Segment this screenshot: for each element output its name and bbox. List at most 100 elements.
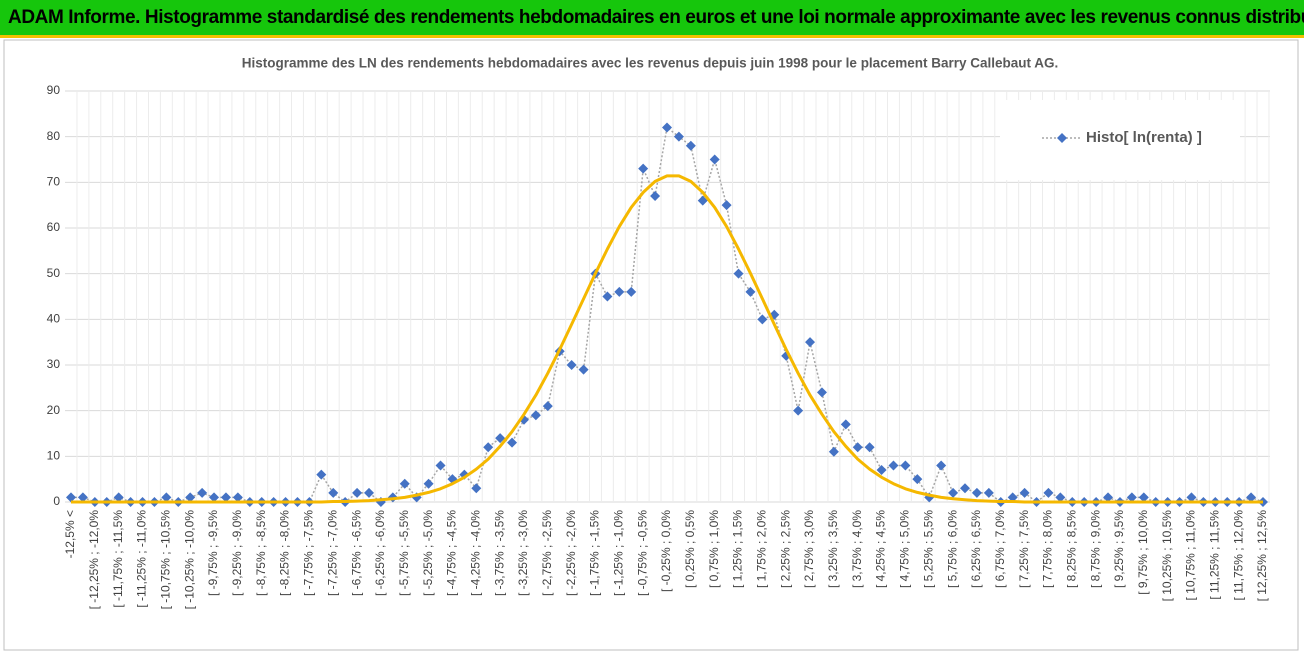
data-point [1138,492,1149,503]
data-point [638,163,649,174]
x-tick-label: [ -1,75% ; -1,5% [588,510,602,596]
data-point [864,442,875,453]
x-tick-label: [ -3,25% ; -3,0% [516,510,530,596]
data-point [435,460,446,471]
data-point [1186,492,1197,503]
x-tick-label: [ 11,25% ; 11,5% [1207,510,1221,600]
x-tick-label: [ 9,25% ; 9,5% [1112,510,1126,588]
x-tick-label: [ -0,75% ; -0,5% [635,510,649,596]
data-point [316,469,327,480]
data-point [852,442,863,453]
data-point [77,492,88,503]
data-point [507,437,518,448]
x-tick-label: [ 9,75% ; 10,0% [1136,510,1150,595]
data-point [566,360,577,370]
x-tick-label: [ -3,75% ; -3,5% [492,510,506,596]
legend-marker [1057,133,1067,143]
x-tick-label: [ 6,75% ; 7,0% [993,510,1007,588]
x-tick-label: [ 1,75% ; 2,0% [755,510,769,588]
y-tick-label: 30 [47,357,61,371]
data-point [399,478,410,489]
x-tick-label: [ 2,75% ; 3,0% [802,510,816,588]
x-tick-label: [ -6,25% ; -6,0% [373,510,387,596]
x-tick-label: [ -4,25% ; -4,0% [468,510,482,596]
y-tick-label: 20 [47,403,61,417]
data-point [578,364,589,375]
x-tick-label: [ -7,75% ; -7,5% [302,510,316,596]
data-point [793,405,804,416]
x-tick-label: [ -9,75% ; -9,5% [206,510,220,596]
data-point [971,487,982,498]
data-point [816,387,827,398]
x-tick-label: [ -11,75% ; -11,5% [111,510,125,608]
data-point [840,419,851,430]
data-point [602,291,613,302]
data-point [471,483,482,494]
x-tick-label: [ 6,25% ; 6,5% [969,510,983,588]
y-tick-label: 90 [47,83,61,97]
data-point [197,487,208,498]
x-tick-label: [ 2,25% ; 2,5% [778,510,792,588]
data-point [232,492,243,503]
y-tick-label: 50 [47,266,61,280]
data-point [328,487,339,498]
x-tick-label: [ 4,25% ; 4,5% [874,510,888,588]
x-tick-label: [ -4,75% ; -4,5% [445,510,459,596]
data-point [805,337,816,348]
x-tick-label: [ -2,75% ; -2,5% [540,510,554,596]
x-tick-label: [ -2,25% ; -2,0% [564,510,578,596]
data-point [495,433,506,444]
data-point [828,446,839,457]
data-point [650,191,661,202]
legend-box [1000,100,1240,180]
data-point [1019,487,1030,498]
data-point [423,478,434,489]
y-tick-label: 70 [47,175,61,189]
data-point [626,286,637,297]
x-tick-label: [ 0,75% ; 1,0% [707,510,721,588]
x-tick-label: [ -9,25% ; -9,0% [230,510,244,596]
data-point [912,474,923,485]
x-tick-label: [ -5,25% ; -5,0% [421,510,435,596]
y-tick-label: 60 [47,220,61,234]
x-tick-label: [ 7,25% ; 7,5% [1017,510,1031,588]
data-point [364,487,374,498]
x-tick-label: [ -7,25% ; -7,0% [325,510,339,596]
x-tick-label: [ -8,75% ; -8,5% [254,510,268,596]
x-tick-label: [ 10,25% ; 10,5% [1160,510,1174,602]
data-point [1103,492,1114,503]
data-point [352,487,363,498]
x-tick-label: [ 5,75% ; 6,0% [945,510,959,588]
data-point [185,492,196,503]
header-title: ADAM Informe. Histogramme standardisé de… [0,0,1304,38]
x-tick-label: [ 10,75% ; 11,0% [1184,510,1198,601]
data-point [745,286,756,297]
data-point [209,492,220,503]
y-tick-label: 80 [47,129,61,143]
data-point [685,140,696,151]
fit-curve [71,174,1263,504]
data-point [900,460,911,471]
x-tick-label: [ -8,25% ; -8,0% [278,510,292,596]
x-tick-label: [ 4,75% ; 5,0% [898,510,912,588]
x-tick-label: [ 8,75% ; 9,0% [1088,510,1102,588]
data-point [66,492,76,503]
data-point [721,200,732,211]
data-point [1246,492,1257,503]
x-tick-label: -12,5% < [63,510,77,558]
data-point [1007,492,1018,503]
data-point [876,465,887,476]
data-point [733,268,744,279]
data-point [1126,492,1137,503]
x-tick-label: [ -10,75% ; -10,5% [159,510,173,610]
x-tick-label: [ 5,25% ; 5,5% [921,510,935,588]
x-tick-label: [ 8,25% ; 8,5% [1064,510,1078,588]
data-point [542,401,553,412]
legend-label: Histo[ ln(renta) ] [1086,129,1202,146]
data-point [614,286,625,297]
x-tick-label: [ -0,25% ; 0,0% [659,510,673,592]
data-point [709,154,720,165]
data-point [697,195,708,206]
chart: Histogramme des LN des rendements hebdom… [3,39,1299,651]
